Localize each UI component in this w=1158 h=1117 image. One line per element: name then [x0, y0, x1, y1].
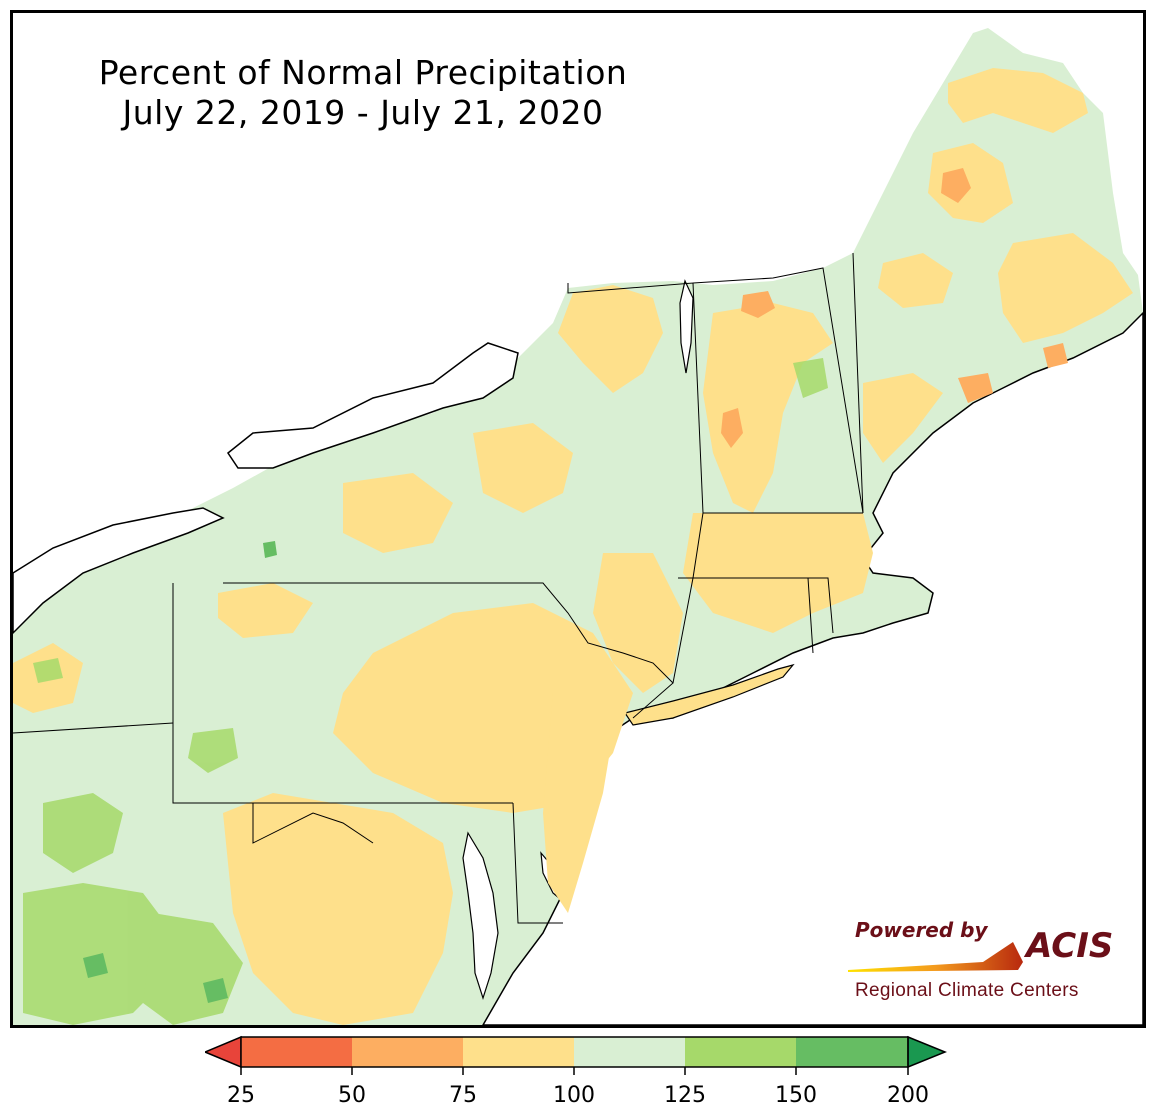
legend-tick-label: 75	[449, 1083, 477, 1108]
legend-tick-label: 125	[664, 1083, 706, 1108]
legend-tick-marks	[240, 1067, 909, 1075]
title-line-2: July 22, 2019 - July 21, 2020	[122, 93, 604, 132]
precipitation-map	[13, 28, 1143, 1025]
legend-bin-100-125	[574, 1037, 685, 1067]
title-line-1: Percent of Normal Precipitation	[98, 53, 628, 92]
legend-under-arrow	[203, 1035, 242, 1069]
legend-tick-label: 100	[553, 1083, 595, 1108]
legend-colorbar	[203, 1035, 947, 1075]
chesapeake-bay	[462, 831, 499, 1000]
lake-ontario	[226, 342, 519, 469]
map-title: Percent of Normal Precipitation July 22,…	[73, 53, 653, 133]
legend-tick-label: 150	[775, 1083, 817, 1108]
map-frame: Percent of Normal Precipitation July 22,…	[10, 10, 1146, 1028]
legend-over-arrow	[907, 1035, 947, 1069]
lake-erie	[13, 507, 225, 635]
powered-by-text: Powered by	[855, 918, 988, 942]
legend-tick-label: 200	[887, 1083, 929, 1108]
acis-logo: Powered by ACIS Regional Climate Centers	[843, 918, 1133, 1008]
legend-bin-50-75	[352, 1037, 463, 1067]
land-base	[13, 28, 1143, 1025]
below-normal-regions	[13, 68, 1133, 1025]
much-below-normal-spots	[721, 168, 1068, 448]
color-legend: 25 50 75 100 125 150 200	[203, 1035, 950, 1115]
acis-brand-text: ACIS	[1026, 926, 1114, 966]
lake-champlain	[679, 279, 694, 374]
legend-bin-125-150	[685, 1037, 796, 1067]
long-island	[624, 663, 795, 726]
above-normal-regions	[23, 358, 828, 1025]
legend-bin-75-100	[463, 1037, 574, 1067]
regional-climate-centers-text: Regional Climate Centers	[855, 980, 1079, 1001]
legend-bin-25-50	[241, 1037, 352, 1067]
legend-bin-150-200	[796, 1037, 908, 1067]
legend-tick-label: 25	[227, 1083, 255, 1108]
much-above-normal-spots	[83, 541, 277, 1003]
state-borders	[13, 252, 864, 924]
legend-tick-label: 50	[338, 1083, 366, 1108]
acis-swoosh-icon	[848, 942, 1023, 972]
